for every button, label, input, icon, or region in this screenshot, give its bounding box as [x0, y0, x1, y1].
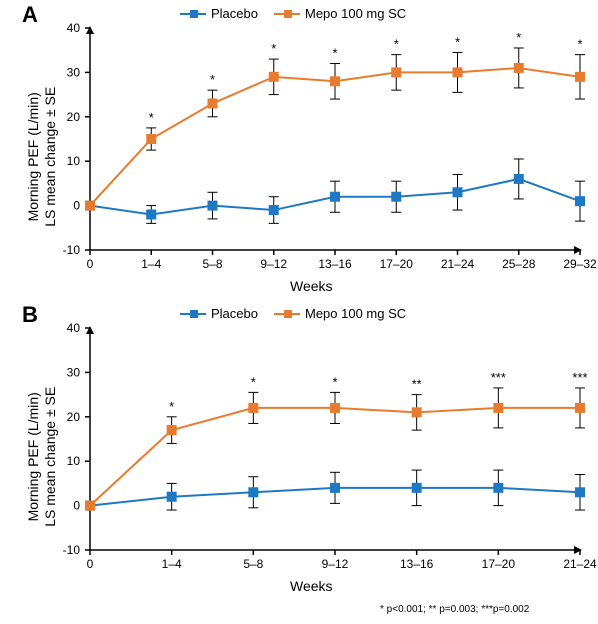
svg-text:17–20: 17–20: [380, 257, 414, 271]
svg-text:*: *: [394, 37, 399, 52]
legend-a: Placebo Mepo 100 mg SC: [180, 6, 406, 21]
footnote: * p<0.001; ** p=0.003; ***p=0.002: [380, 604, 529, 615]
chart-b: -1001020304001–45–89–1213–1617–2021–24**…: [0, 300, 598, 600]
svg-text:-10: -10: [63, 543, 81, 557]
svg-text:40: 40: [67, 21, 81, 35]
svg-text:21–24: 21–24: [441, 257, 475, 271]
legend-mepo-b: Mepo 100 mg SC: [274, 306, 406, 321]
legend-b: Placebo Mepo 100 mg SC: [180, 306, 406, 321]
legend-placebo-label: Placebo: [211, 6, 258, 21]
panel-b: B Placebo Mepo 100 mg SC Morning PEF (L/…: [0, 300, 598, 600]
svg-text:10: 10: [67, 454, 81, 468]
svg-text:21–24: 21–24: [563, 557, 597, 571]
svg-text:*: *: [169, 399, 174, 414]
svg-text:40: 40: [67, 321, 81, 335]
svg-text:1–4: 1–4: [141, 257, 161, 271]
svg-text:0: 0: [73, 199, 80, 213]
legend-mepo-label-b: Mepo 100 mg SC: [305, 306, 406, 321]
svg-text:1–4: 1–4: [162, 557, 182, 571]
svg-text:29–32: 29–32: [563, 257, 597, 271]
svg-text:0: 0: [73, 499, 80, 513]
ylabel-a: Morning PEF (L/min)LS mean change ± SE: [25, 57, 59, 257]
svg-text:*: *: [455, 34, 460, 49]
svg-text:20: 20: [67, 410, 81, 424]
svg-text:0: 0: [87, 257, 94, 271]
svg-text:30: 30: [67, 365, 81, 379]
svg-text:*: *: [577, 37, 582, 52]
panel-b-label: B: [22, 302, 38, 328]
legend-placebo-label-b: Placebo: [211, 306, 258, 321]
svg-text:10: 10: [67, 154, 81, 168]
svg-text:9–12: 9–12: [322, 557, 349, 571]
legend-placebo-b: Placebo: [180, 306, 258, 321]
xlabel-a: Weeks: [290, 278, 333, 294]
svg-text:*: *: [332, 374, 337, 389]
panel-a: A Placebo Mepo 100 mg SC Morning PEF (L/…: [0, 0, 598, 300]
legend-mepo-label: Mepo 100 mg SC: [305, 6, 406, 21]
svg-text:13–16: 13–16: [400, 557, 434, 571]
svg-text:*: *: [210, 72, 215, 87]
svg-text:*: *: [251, 374, 256, 389]
ylabel-b: Morning PEF (L/min)LS mean change ± SE: [25, 357, 59, 557]
svg-text:17–20: 17–20: [482, 557, 516, 571]
svg-text:***: ***: [572, 370, 587, 385]
panel-a-label: A: [22, 2, 38, 28]
svg-text:*: *: [516, 30, 521, 45]
svg-text:*: *: [332, 46, 337, 61]
svg-text:20: 20: [67, 110, 81, 124]
chart-a: -10 0 10 20 30 40 0 1–4 5–8 9–12 13–16 17–20 21–24 25…: [0, 0, 598, 300]
svg-text:5–8: 5–8: [243, 557, 263, 571]
legend-mepo: Mepo 100 mg SC: [274, 6, 406, 21]
svg-text:5–8: 5–8: [202, 257, 222, 271]
legend-placebo: Placebo: [180, 6, 258, 21]
svg-text:***: ***: [491, 370, 506, 385]
svg-text:30: 30: [67, 65, 81, 79]
svg-text:**: **: [412, 377, 422, 392]
svg-text:*: *: [149, 110, 154, 125]
svg-text:0: 0: [87, 557, 94, 571]
svg-text:25–28: 25–28: [502, 257, 536, 271]
svg-text:9–12: 9–12: [260, 257, 287, 271]
xlabel-b: Weeks: [290, 578, 333, 594]
svg-text:-10: -10: [63, 243, 81, 257]
svg-text:*: *: [271, 41, 276, 56]
svg-text:13–16: 13–16: [318, 257, 352, 271]
